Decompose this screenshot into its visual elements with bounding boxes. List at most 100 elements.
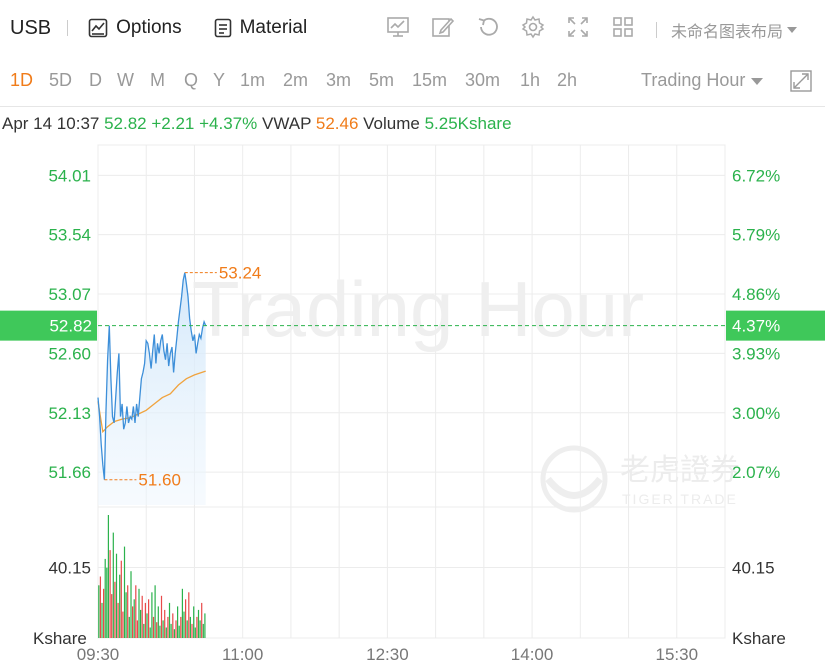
period-w[interactable]: W [117, 70, 134, 90]
session-selector[interactable]: Trading Hour [641, 70, 764, 91]
volume-bar [99, 576, 102, 638]
volume-bar [114, 581, 116, 638]
volume-bar [170, 623, 172, 638]
top-bar: USB Options Material [0, 0, 825, 56]
volume-unit-left: Kshare [33, 629, 87, 648]
options-button[interactable]: Options [88, 17, 182, 39]
volume-bar [141, 595, 143, 638]
document-icon [214, 18, 231, 38]
low-label: 51.60 [138, 471, 181, 490]
price-line [97, 272, 207, 480]
indicator-chart-icon[interactable] [385, 14, 411, 40]
period-30m[interactable]: 30m [465, 70, 501, 90]
volume-bar [98, 585, 100, 638]
y-tick-label: 53.07 [48, 285, 91, 304]
volume-bar [135, 585, 137, 638]
period-5d[interactable]: 5D [49, 70, 73, 90]
draw-icon[interactable] [430, 14, 456, 40]
volume-bar [165, 627, 167, 638]
period-1h[interactable]: 1h [520, 70, 541, 90]
volume-bar [127, 585, 129, 638]
options-label: Options [116, 17, 182, 38]
vwap-value: 52.46 [315, 114, 359, 133]
volume-bar [160, 595, 163, 638]
material-label: Material [239, 17, 308, 38]
session-label: Trading Hour [641, 70, 746, 90]
period-2m[interactable]: 2m [283, 70, 309, 90]
volume-bar [140, 609, 142, 638]
ticker-symbol[interactable]: USB [10, 16, 52, 39]
period-2h[interactable]: 2h [557, 70, 578, 90]
y-tick-label: 54.01 [48, 166, 91, 185]
volume-label: Volume [363, 114, 420, 133]
period-5m[interactable]: 5m [369, 70, 395, 90]
period-y[interactable]: Y [213, 70, 226, 90]
reset-icon[interactable] [475, 14, 501, 40]
volume-bar [151, 592, 153, 638]
volume-bar [157, 606, 159, 638]
volume-bar [103, 588, 105, 638]
options-chart-icon [88, 18, 108, 38]
layout-label: 未命名图表布局 [671, 24, 784, 41]
period-1m[interactable]: 1m [240, 70, 266, 90]
volume-bar [111, 594, 113, 638]
tiger-logo-icon [540, 445, 608, 513]
intraday-chart[interactable]: Trading Hour 老虎證券 TIGER TRADE 54.01 6.72%… [0, 140, 825, 671]
volume-bar [136, 620, 139, 638]
volume-bar [120, 560, 122, 638]
volume-tick-label-left: 40.15 [48, 558, 91, 577]
volume-bar [149, 627, 151, 638]
grid-layout-icon[interactable] [610, 14, 636, 40]
volume-bar [143, 623, 145, 638]
volume-bar [180, 616, 182, 638]
volume-bar [117, 602, 119, 638]
period-1d[interactable]: 1D [10, 70, 34, 90]
fullscreen-icon[interactable] [565, 14, 591, 40]
volume-bar [199, 620, 201, 638]
layout-selector[interactable]: 未命名图表布局 [656, 18, 798, 42]
volume-bar [144, 602, 147, 638]
volume-value: 5.25Kshare [424, 114, 512, 133]
period-3m[interactable]: 3m [326, 70, 352, 90]
volume-bar [154, 585, 156, 638]
period-d[interactable]: D [89, 70, 102, 90]
period-15m[interactable]: 15m [412, 70, 448, 90]
volume-bar [125, 592, 127, 638]
divider [67, 20, 69, 36]
expand-icon[interactable] [790, 70, 812, 92]
period-bar: 1D 5D D W M Q Y 1m 2m 3m 5m 15m 30m 1h 2h [0, 62, 825, 102]
volume-bar [159, 625, 161, 638]
volume-bar [185, 599, 187, 638]
volume-bar [138, 588, 140, 638]
period-q[interactable]: Q [184, 70, 199, 90]
volume-bar [194, 627, 196, 638]
watermark-brand-en: TIGER TRADE [622, 491, 738, 507]
pct-tick-label: 3.93% [732, 344, 780, 363]
material-button[interactable]: Material [214, 17, 308, 39]
volume-bar [156, 622, 158, 638]
volume-bar [186, 620, 188, 638]
current-pct-tag [726, 310, 825, 341]
quote-price: 52.82 [104, 114, 147, 133]
volume-bar [109, 550, 111, 638]
y-tick-label: 52.60 [48, 344, 91, 363]
volume-bar [107, 515, 110, 638]
settings-icon[interactable] [520, 14, 546, 40]
volume-bar [177, 606, 179, 638]
volume-bar [146, 613, 148, 638]
volume-bar [204, 613, 206, 638]
watermark-session-text: Trading Hour [192, 265, 644, 353]
volume-bar [188, 592, 190, 638]
volume-bar [122, 611, 124, 638]
volume-bar [181, 588, 184, 638]
volume-bar [128, 616, 130, 638]
volume-bar [112, 532, 114, 638]
volume-bar [189, 616, 192, 638]
volume-bar [172, 613, 174, 638]
quote-change-pct: +4.37% [199, 114, 258, 133]
volume-bar [202, 623, 204, 638]
current-price-tag-label: 52.82 [49, 317, 92, 336]
chart-marks [0, 272, 825, 638]
period-m[interactable]: M [150, 70, 165, 90]
volume-bar [178, 625, 180, 638]
